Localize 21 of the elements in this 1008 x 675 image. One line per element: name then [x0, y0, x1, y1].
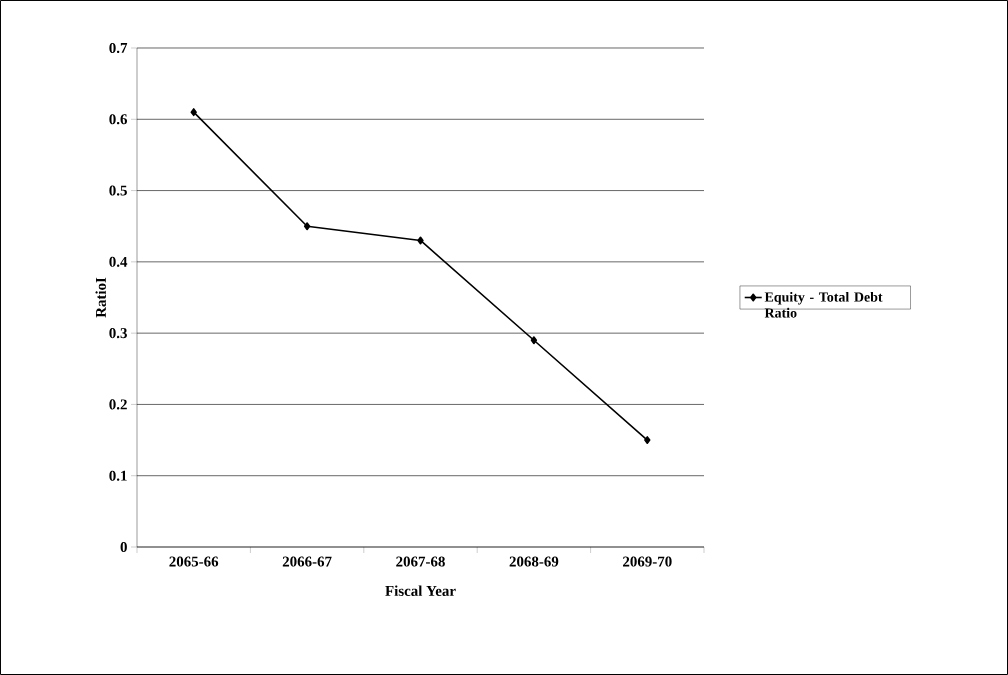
- point: [530, 336, 538, 345]
- point: [190, 108, 197, 117]
- y-tick-label: 0.7: [109, 42, 128, 54]
- y-tick-label: 0: [120, 541, 127, 553]
- legend-label: Equity - Total Debt Ratio: [764, 291, 883, 318]
- y-tick-label: 0.2: [109, 399, 127, 410]
- point: [417, 236, 424, 245]
- x-tick-label: 2069-70: [623, 556, 672, 567]
- x-tick-label: 2065-66: [169, 556, 219, 567]
- y-tick-label: 0.4: [109, 256, 128, 267]
- x-tick-label: 2066-67: [282, 556, 332, 567]
- point: [303, 222, 311, 231]
- y-tick-label: 0.5: [109, 185, 127, 196]
- point: [644, 436, 651, 445]
- y-tick-label: 0.6: [109, 114, 128, 125]
- x-tick-label: 2068-69: [509, 556, 559, 567]
- y-axis-title: RatioI: [95, 277, 106, 318]
- y-tick-label: 0.3: [109, 328, 127, 339]
- x-tick-label: 2067-68: [396, 556, 445, 567]
- y-tick-label: 0.1: [109, 470, 127, 481]
- x-axis-title: Fiscal Year: [385, 585, 456, 596]
